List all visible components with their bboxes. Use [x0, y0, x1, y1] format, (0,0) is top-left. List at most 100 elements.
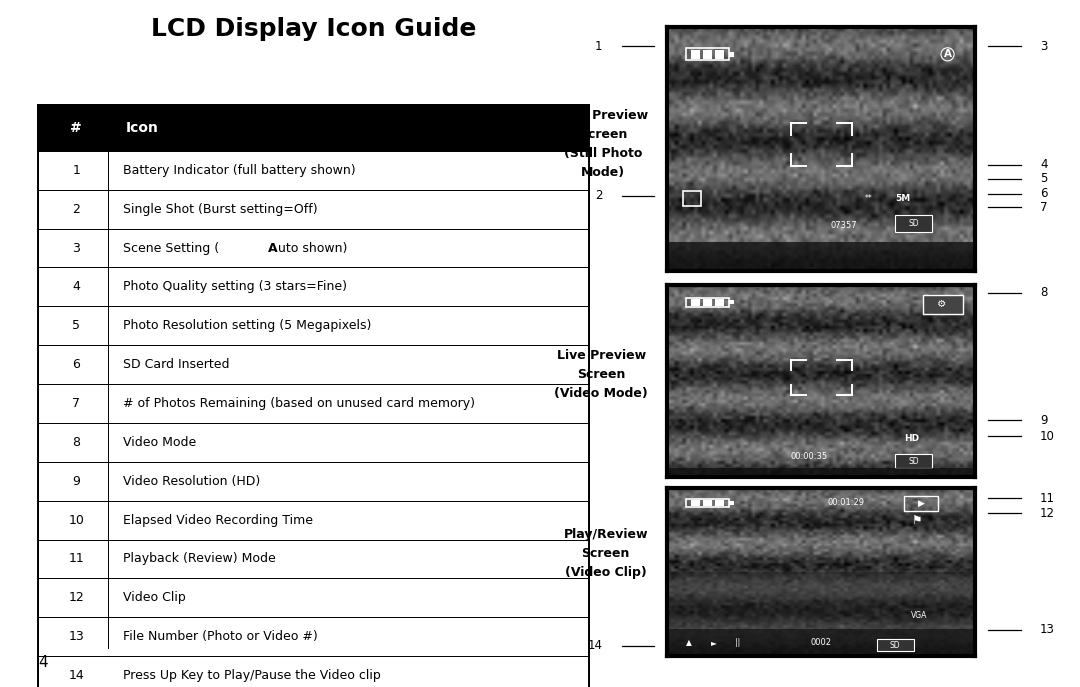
Text: SD: SD	[908, 457, 919, 466]
Text: 13: 13	[68, 630, 84, 643]
Text: VGA: VGA	[910, 611, 927, 620]
Text: 4: 4	[72, 280, 80, 293]
Bar	[38, 578, 589, 617]
Text: SD: SD	[890, 641, 901, 650]
Text: 14: 14	[588, 640, 603, 652]
Text: ►: ►	[711, 638, 716, 647]
Text: 12: 12	[1040, 507, 1055, 519]
Text: 2: 2	[72, 203, 80, 216]
Bar	[715, 299, 725, 306]
Text: ▶: ▶	[918, 499, 924, 508]
Text: 8: 8	[72, 436, 80, 449]
Text: 6: 6	[72, 358, 80, 371]
Text: 12: 12	[68, 592, 84, 605]
Bar	[690, 500, 700, 506]
Text: 00:00:35: 00:00:35	[791, 452, 827, 461]
Text: Press Up Key to Play/Pause the Video clip: Press Up Key to Play/Pause the Video cli…	[123, 669, 381, 682]
Text: 11: 11	[1040, 492, 1055, 504]
Text: Photo Quality setting (3 stars=Fine): Photo Quality setting (3 stars=Fine)	[123, 280, 347, 293]
Text: 10: 10	[1040, 430, 1055, 442]
Text: 10: 10	[68, 514, 84, 526]
Text: 9: 9	[72, 475, 80, 488]
Text: Battery Indicator (full battery shown): Battery Indicator (full battery shown)	[123, 164, 355, 177]
Text: Elapsed Video Recording Time: Elapsed Video Recording Time	[123, 514, 313, 526]
Text: Live Preview
Screen
(Video Mode): Live Preview Screen (Video Mode)	[554, 349, 648, 400]
Bar	[703, 500, 712, 506]
Text: Scene Setting (: Scene Setting (	[123, 242, 219, 254]
Text: HD: HD	[904, 434, 919, 444]
Text: File Number (Photo or Video #): File Number (Photo or Video #)	[123, 630, 318, 643]
Text: A: A	[268, 242, 278, 254]
Bar	[715, 500, 725, 506]
Bar	[904, 496, 939, 511]
Bar	[38, 306, 589, 345]
Text: 1: 1	[72, 164, 80, 177]
Text: Playback (Review) Mode: Playback (Review) Mode	[123, 552, 275, 565]
Text: 5: 5	[1040, 172, 1048, 185]
Text: **: **	[864, 194, 873, 203]
Text: 00:01:29: 00:01:29	[827, 498, 864, 508]
Bar	[667, 242, 975, 271]
Text: Play/Review
Screen
(Video Clip): Play/Review Screen (Video Clip)	[564, 528, 648, 578]
Bar	[690, 299, 700, 306]
Text: # of Photos Remaining (based on unused card memory): # of Photos Remaining (based on unused c…	[123, 397, 475, 410]
Text: uto shown): uto shown)	[279, 242, 348, 254]
Text: ⚑: ⚑	[912, 515, 922, 528]
Bar	[38, 267, 589, 306]
Bar	[715, 50, 725, 58]
Bar	[38, 462, 589, 501]
Text: 4: 4	[1040, 159, 1048, 171]
Bar	[38, 190, 589, 229]
Bar	[38, 539, 589, 578]
Text: 0002: 0002	[811, 638, 832, 647]
Text: 2: 2	[595, 190, 603, 202]
Text: 6: 6	[1040, 188, 1048, 200]
Bar	[703, 299, 712, 306]
Bar	[895, 215, 932, 232]
Bar	[895, 454, 932, 468]
Text: #: #	[70, 121, 82, 135]
Bar	[923, 295, 963, 314]
Text: Video Clip: Video Clip	[123, 592, 186, 605]
Text: 14: 14	[68, 669, 84, 682]
Text: SD Card Inserted: SD Card Inserted	[123, 358, 230, 371]
Bar	[38, 617, 589, 656]
Bar	[729, 300, 733, 304]
Text: 8: 8	[1040, 286, 1048, 299]
Text: SD: SD	[908, 219, 919, 228]
Bar	[703, 50, 712, 58]
Bar	[729, 502, 733, 504]
Text: 4: 4	[38, 655, 48, 670]
Bar	[686, 297, 729, 307]
Bar	[38, 656, 589, 687]
Bar	[877, 639, 914, 651]
Text: 3: 3	[72, 242, 80, 254]
Bar	[686, 48, 729, 60]
Text: Video Resolution (HD): Video Resolution (HD)	[123, 475, 260, 488]
Bar	[38, 151, 589, 190]
Bar	[667, 572, 975, 656]
Text: 9: 9	[1040, 414, 1048, 427]
Text: A: A	[944, 49, 951, 59]
Text: 5: 5	[72, 319, 80, 333]
Bar	[38, 501, 589, 539]
Bar	[38, 229, 589, 267]
Text: 7: 7	[72, 397, 80, 410]
Text: 7: 7	[1040, 201, 1048, 214]
Text: ||: ||	[735, 638, 741, 647]
Text: Live Preview
Screen
(Still Photo
Mode): Live Preview Screen (Still Photo Mode)	[558, 109, 648, 179]
Bar	[667, 468, 975, 477]
Bar	[729, 52, 733, 57]
Text: 1: 1	[595, 40, 603, 52]
Text: LCD Display Icon Guide: LCD Display Icon Guide	[150, 17, 476, 41]
Bar	[683, 191, 701, 205]
Text: 3: 3	[1040, 40, 1048, 52]
Bar	[38, 105, 589, 151]
Text: ⚙: ⚙	[936, 300, 946, 309]
Bar	[667, 629, 975, 656]
Text: ▲: ▲	[686, 638, 692, 647]
Text: Icon: Icon	[126, 121, 159, 135]
Text: 11: 11	[68, 552, 84, 565]
Text: 07357: 07357	[831, 221, 858, 229]
Text: Video Mode: Video Mode	[123, 436, 197, 449]
